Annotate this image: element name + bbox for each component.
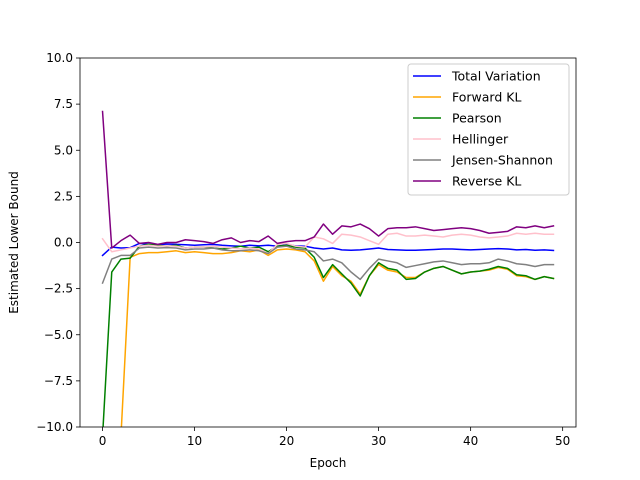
series-line-forward-kl	[120, 248, 555, 427]
legend-label-total-variation: Total Variation	[451, 69, 541, 84]
y-axis-label: Estimated Lower Bound	[7, 171, 21, 314]
y-tick-label: −7.5	[44, 374, 73, 388]
legend: Total Variation Forward KL Pearson Hellinge…	[407, 63, 570, 196]
y-tick-label: −5.0	[44, 328, 73, 342]
series-line-pearson	[102, 243, 555, 427]
x-tick-label: 0	[99, 434, 107, 448]
y-tick-label: −10.0	[36, 420, 73, 434]
x-tick-label: 30	[371, 434, 386, 448]
legend-label-reverse-kl: Reverse KL	[452, 174, 521, 189]
series-layer	[101, 110, 555, 427]
y-tick-label: 2.5	[54, 189, 73, 203]
x-tick-label: 50	[555, 434, 570, 448]
legend-label-jensen-shannon: Jensen-Shannon	[451, 153, 553, 168]
legend-label-pearson: Pearson	[452, 111, 502, 126]
series-line-reverse-kl	[101, 110, 555, 249]
x-tick-label: 40	[463, 434, 478, 448]
legend-label-hellinger: Hellinger	[452, 132, 509, 147]
series-line-total-variation	[101, 242, 555, 257]
series-line-jensen-shannon	[101, 245, 555, 285]
x-axis: 0 10 20 30 40 50	[99, 427, 570, 448]
y-tick-label: 7.5	[54, 97, 73, 111]
y-tick-label: 0.0	[54, 236, 73, 250]
x-axis-label: Epoch	[310, 456, 347, 470]
y-tick-label: −2.5	[44, 282, 73, 296]
y-tick-label: 5.0	[54, 143, 73, 157]
series-line-hellinger	[101, 232, 555, 255]
x-tick-label: 10	[187, 434, 202, 448]
legend-label-forward-kl: Forward KL	[452, 90, 521, 105]
y-tick-label: 10.0	[46, 51, 73, 65]
y-axis: −10.0 −7.5 −5.0 −2.5 0.0 2.5 5.0 7.5 10.0	[36, 51, 80, 434]
legend-box	[407, 63, 570, 196]
x-tick-label: 20	[279, 434, 294, 448]
